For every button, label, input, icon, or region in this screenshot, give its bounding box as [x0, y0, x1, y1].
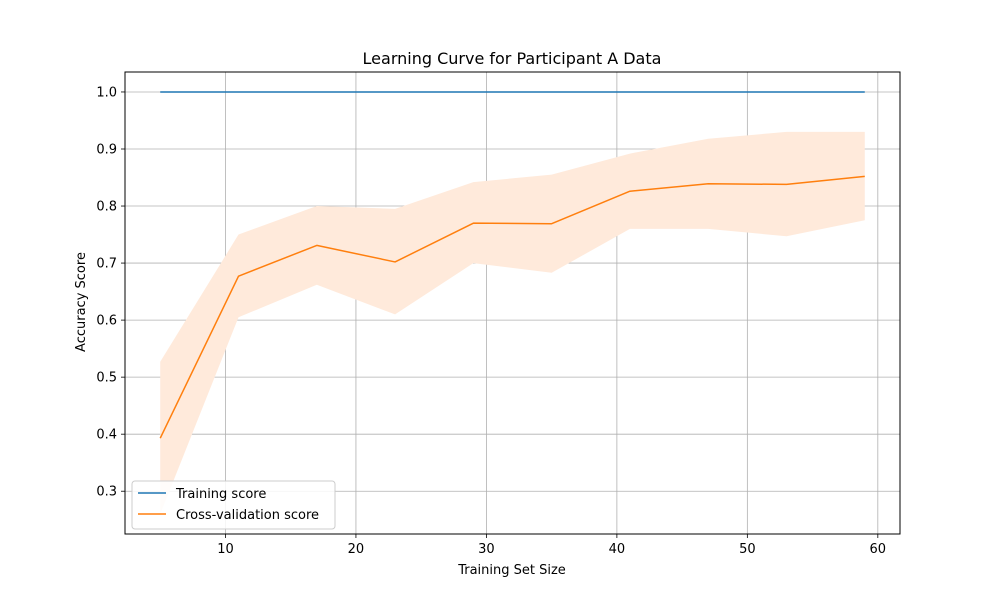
confidence-bands	[160, 131, 865, 515]
legend-label-training: Training score	[175, 487, 266, 502]
y-axis-label: Accuracy Score	[74, 252, 89, 352]
x-tick-label: 60	[870, 542, 887, 557]
y-tick-label: 0.6	[96, 314, 117, 329]
x-tick-label: 40	[609, 542, 626, 557]
x-tick-label: 20	[348, 542, 365, 557]
y-tick-label: 0.8	[96, 200, 117, 215]
x-tick-label: 30	[478, 542, 495, 557]
plot-area-frame	[124, 71, 901, 535]
y-tick-label: 0.3	[96, 485, 117, 500]
series-line-1	[159, 175, 865, 439]
series-lines	[159, 91, 865, 439]
confidence-band-1	[160, 131, 865, 515]
x-axis-label: Training Set Size	[457, 563, 566, 578]
y-tick-label: 0.4	[96, 428, 117, 443]
y-tick-label: 0.9	[96, 143, 117, 158]
chart-title: Learning Curve for Participant A Data	[363, 49, 662, 68]
y-tick-label: 0.5	[96, 371, 117, 386]
axis-ticks: 10 20 30 40 50 60 0.3 0.4 0.5 0.6 0.7 0.8 0.9 1.0	[96, 85, 886, 557]
y-tick-label: 1.0	[96, 85, 117, 100]
x-tick-label: 10	[217, 542, 234, 557]
x-tick-label: 50	[739, 542, 756, 557]
legend-label-cross-validation: Cross-validation score	[176, 508, 319, 523]
y-tick-label: 0.7	[96, 257, 117, 272]
legend: Training score Cross-validation score	[131, 480, 336, 530]
legend-box	[131, 480, 336, 530]
